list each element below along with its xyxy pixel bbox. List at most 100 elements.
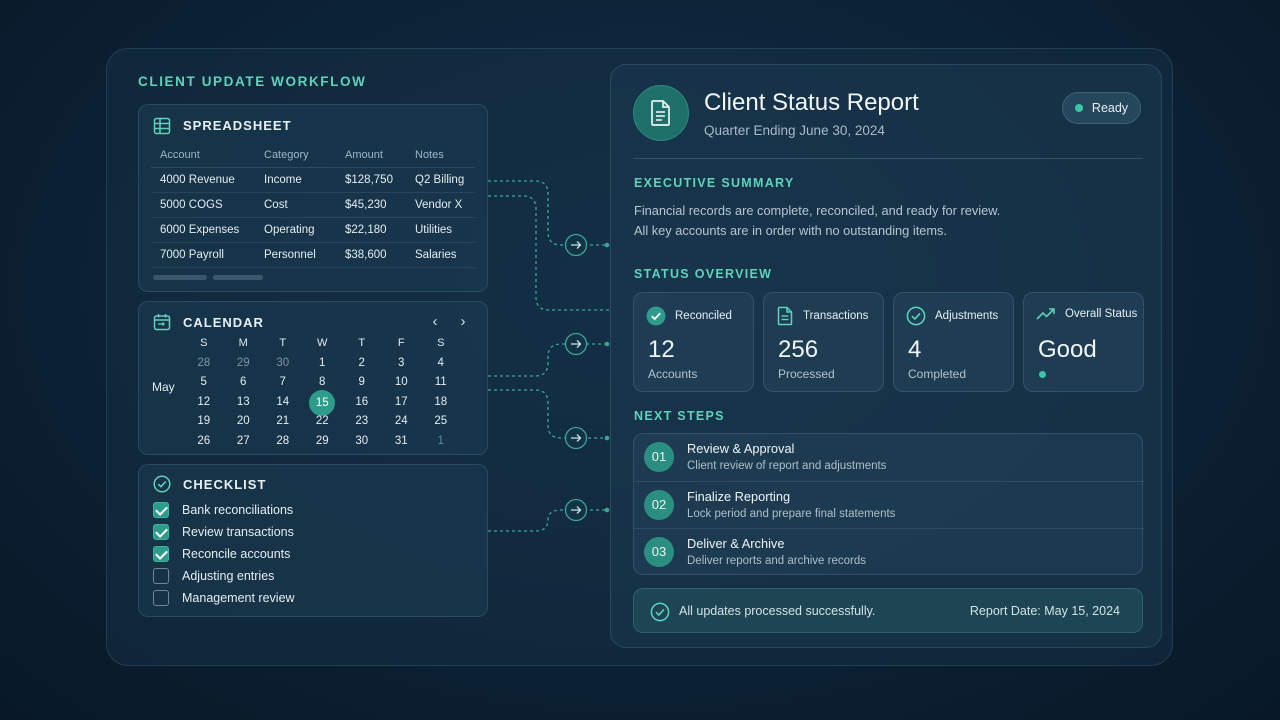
table-row[interactable]: 4000 Revenue Income $128,750 Q2 Billing — [151, 167, 475, 193]
stat-header: Adjustments — [906, 306, 998, 326]
chevron-left-icon[interactable]: ‹ — [432, 313, 438, 330]
calendar-day[interactable]: 30 — [355, 434, 369, 447]
list-item[interactable]: 01 Review & Approval Client review of re… — [634, 434, 1144, 481]
table-cell[interactable]: $22,180 — [336, 217, 406, 243]
table-cell[interactable]: Q2 Billing — [406, 167, 475, 193]
stat-card-reconciled[interactable]: Reconciled 12 Accounts — [633, 292, 754, 392]
calendar-day[interactable]: 31 — [394, 434, 408, 447]
calendar-day[interactable]: 12 — [197, 395, 211, 408]
table-row[interactable]: 7000 Payroll Personnel $38,600 Salaries — [151, 242, 475, 268]
column-header[interactable]: Notes — [406, 143, 475, 168]
table-cell[interactable]: 4000 Revenue — [151, 167, 255, 193]
checklist-item[interactable]: Management review — [153, 590, 295, 606]
chevron-right-icon[interactable]: › — [460, 313, 466, 330]
next-steps-list: 01 Review & Approval Client review of re… — [633, 433, 1144, 575]
status-badge[interactable]: Ready — [1062, 92, 1141, 124]
calendar-day[interactable]: 14 — [276, 395, 290, 408]
calendar-day[interactable]: 19 — [197, 415, 211, 427]
column-header[interactable]: Category — [255, 143, 336, 168]
stat-card-overall-status[interactable]: Overall Status Good — [1023, 292, 1144, 392]
table-cell[interactable]: Vendor X — [406, 192, 475, 218]
calendar-day[interactable]: 22 — [315, 415, 329, 427]
selected-day[interactable]: 15 — [309, 389, 336, 416]
checkbox[interactable] — [153, 590, 169, 606]
calendar-day[interactable]: 3 — [398, 356, 405, 369]
calendar-day[interactable]: 17 — [394, 395, 408, 408]
checklist-item[interactable]: Adjusting entries — [153, 568, 274, 584]
calendar-day[interactable]: 4 — [437, 356, 444, 369]
table-cell[interactable]: Operating — [255, 217, 336, 243]
stat-value: Good — [1038, 336, 1097, 363]
checklist-item[interactable]: Bank reconciliations — [153, 502, 293, 518]
table-cell[interactable]: 5000 COGS — [151, 192, 255, 218]
status-footer: All updates processed successfully. Repo… — [633, 588, 1143, 633]
calendar-day[interactable]: 2 — [358, 356, 365, 369]
calendar-day[interactable]: 15 — [303, 389, 343, 416]
calendar-day[interactable]: 21 — [276, 415, 290, 427]
calendar-day[interactable]: 26 — [197, 434, 211, 447]
stat-header: Reconciled — [646, 306, 732, 326]
horizontal-scrollbar-thumb[interactable] — [153, 275, 207, 280]
stat-card-transactions[interactable]: Transactions 256 Processed — [763, 292, 884, 392]
column-header[interactable]: Amount — [336, 143, 406, 168]
table-cell[interactable]: $45,230 — [336, 192, 406, 218]
trend-up-icon — [1036, 308, 1055, 320]
calendar-day[interactable]: 29 — [236, 356, 250, 369]
checklist-item-label: Review transactions — [182, 525, 294, 539]
table-cell[interactable]: Income — [255, 167, 336, 193]
checklist-item-label: Reconcile accounts — [182, 547, 291, 561]
list-item[interactable]: 03 Deliver & Archive Deliver reports and… — [634, 528, 1144, 575]
calendar-day[interactable]: 29 — [315, 434, 329, 447]
table-cell[interactable]: $38,600 — [336, 242, 406, 268]
report-title: Client Status Report — [704, 89, 919, 116]
table-cell[interactable]: Personnel — [255, 242, 336, 268]
table-row[interactable]: 6000 Expenses Operating $22,180 Utilitie… — [151, 217, 475, 243]
column-header[interactable]: Account — [151, 143, 255, 168]
calendar-day[interactable]: 25 — [434, 415, 448, 427]
stat-card-adjustments[interactable]: Adjustments 4 Completed — [893, 292, 1014, 392]
checkbox[interactable] — [153, 546, 169, 562]
calendar-day[interactable]: 8 — [319, 376, 326, 388]
calendar-grid: S M T W T F S 28 29 30 1 2 3 4 5 6 7 8 9 10 11 12 13 14 15 16 17 18… — [184, 334, 461, 451]
checklist-item[interactable]: Review transactions — [153, 524, 294, 540]
calendar-day[interactable]: 24 — [394, 415, 408, 427]
table-cell[interactable]: Salaries — [406, 242, 475, 268]
calendar-day[interactable]: 28 — [197, 356, 211, 369]
calendar-day[interactable]: 5 — [200, 376, 207, 388]
checkbox[interactable] — [153, 502, 169, 518]
client-status-report: Client Status Report Quarter Ending June… — [610, 64, 1162, 648]
checklist-item-label: Bank reconciliations — [182, 503, 294, 517]
weekday-header: T — [358, 337, 366, 349]
calendar-day[interactable]: 9 — [358, 376, 365, 388]
checklist-title: CHECKLIST — [183, 477, 267, 492]
calendar-day[interactable]: 1 — [437, 434, 444, 447]
spreadsheet-table: Account Category Amount Notes 4000 Reven… — [151, 143, 475, 268]
checklist-item[interactable]: Reconcile accounts — [153, 546, 290, 562]
calendar-day[interactable]: 16 — [355, 395, 369, 408]
calendar-day[interactable]: 11 — [434, 376, 447, 388]
table-cell[interactable]: 7000 Payroll — [151, 242, 255, 268]
calendar-day[interactable]: 28 — [276, 434, 290, 447]
calendar-day[interactable]: 30 — [276, 356, 290, 369]
checkbox[interactable] — [153, 568, 169, 584]
calendar-day[interactable]: 23 — [355, 415, 369, 427]
checkbox[interactable] — [153, 524, 169, 540]
calendar-day[interactable]: 20 — [236, 415, 250, 427]
calendar-day[interactable]: 27 — [236, 434, 250, 447]
horizontal-scrollbar-track[interactable] — [213, 275, 263, 280]
calendar-day[interactable]: 18 — [434, 395, 448, 408]
table-cell[interactable]: $128,750 — [336, 167, 406, 193]
spreadsheet-card[interactable]: SPREADSHEET Account Category Amount Note… — [138, 104, 488, 292]
summary-line: All key accounts are in order with no ou… — [634, 223, 947, 238]
calendar-day[interactable]: 7 — [279, 376, 286, 388]
table-cell[interactable]: Utilities — [406, 217, 475, 243]
calendar-day[interactable]: 13 — [236, 395, 250, 408]
table-cell[interactable]: Cost — [255, 192, 336, 218]
table-cell[interactable]: 6000 Expenses — [151, 217, 255, 243]
list-item[interactable]: 02 Finalize Reporting Lock period and pr… — [634, 481, 1144, 528]
stat-label: Adjustments — [935, 310, 999, 322]
calendar-day[interactable]: 6 — [240, 376, 247, 388]
table-row[interactable]: 5000 COGS Cost $45,230 Vendor X — [151, 192, 475, 218]
calendar-day[interactable]: 10 — [394, 376, 408, 388]
calendar-day[interactable]: 1 — [319, 356, 326, 369]
